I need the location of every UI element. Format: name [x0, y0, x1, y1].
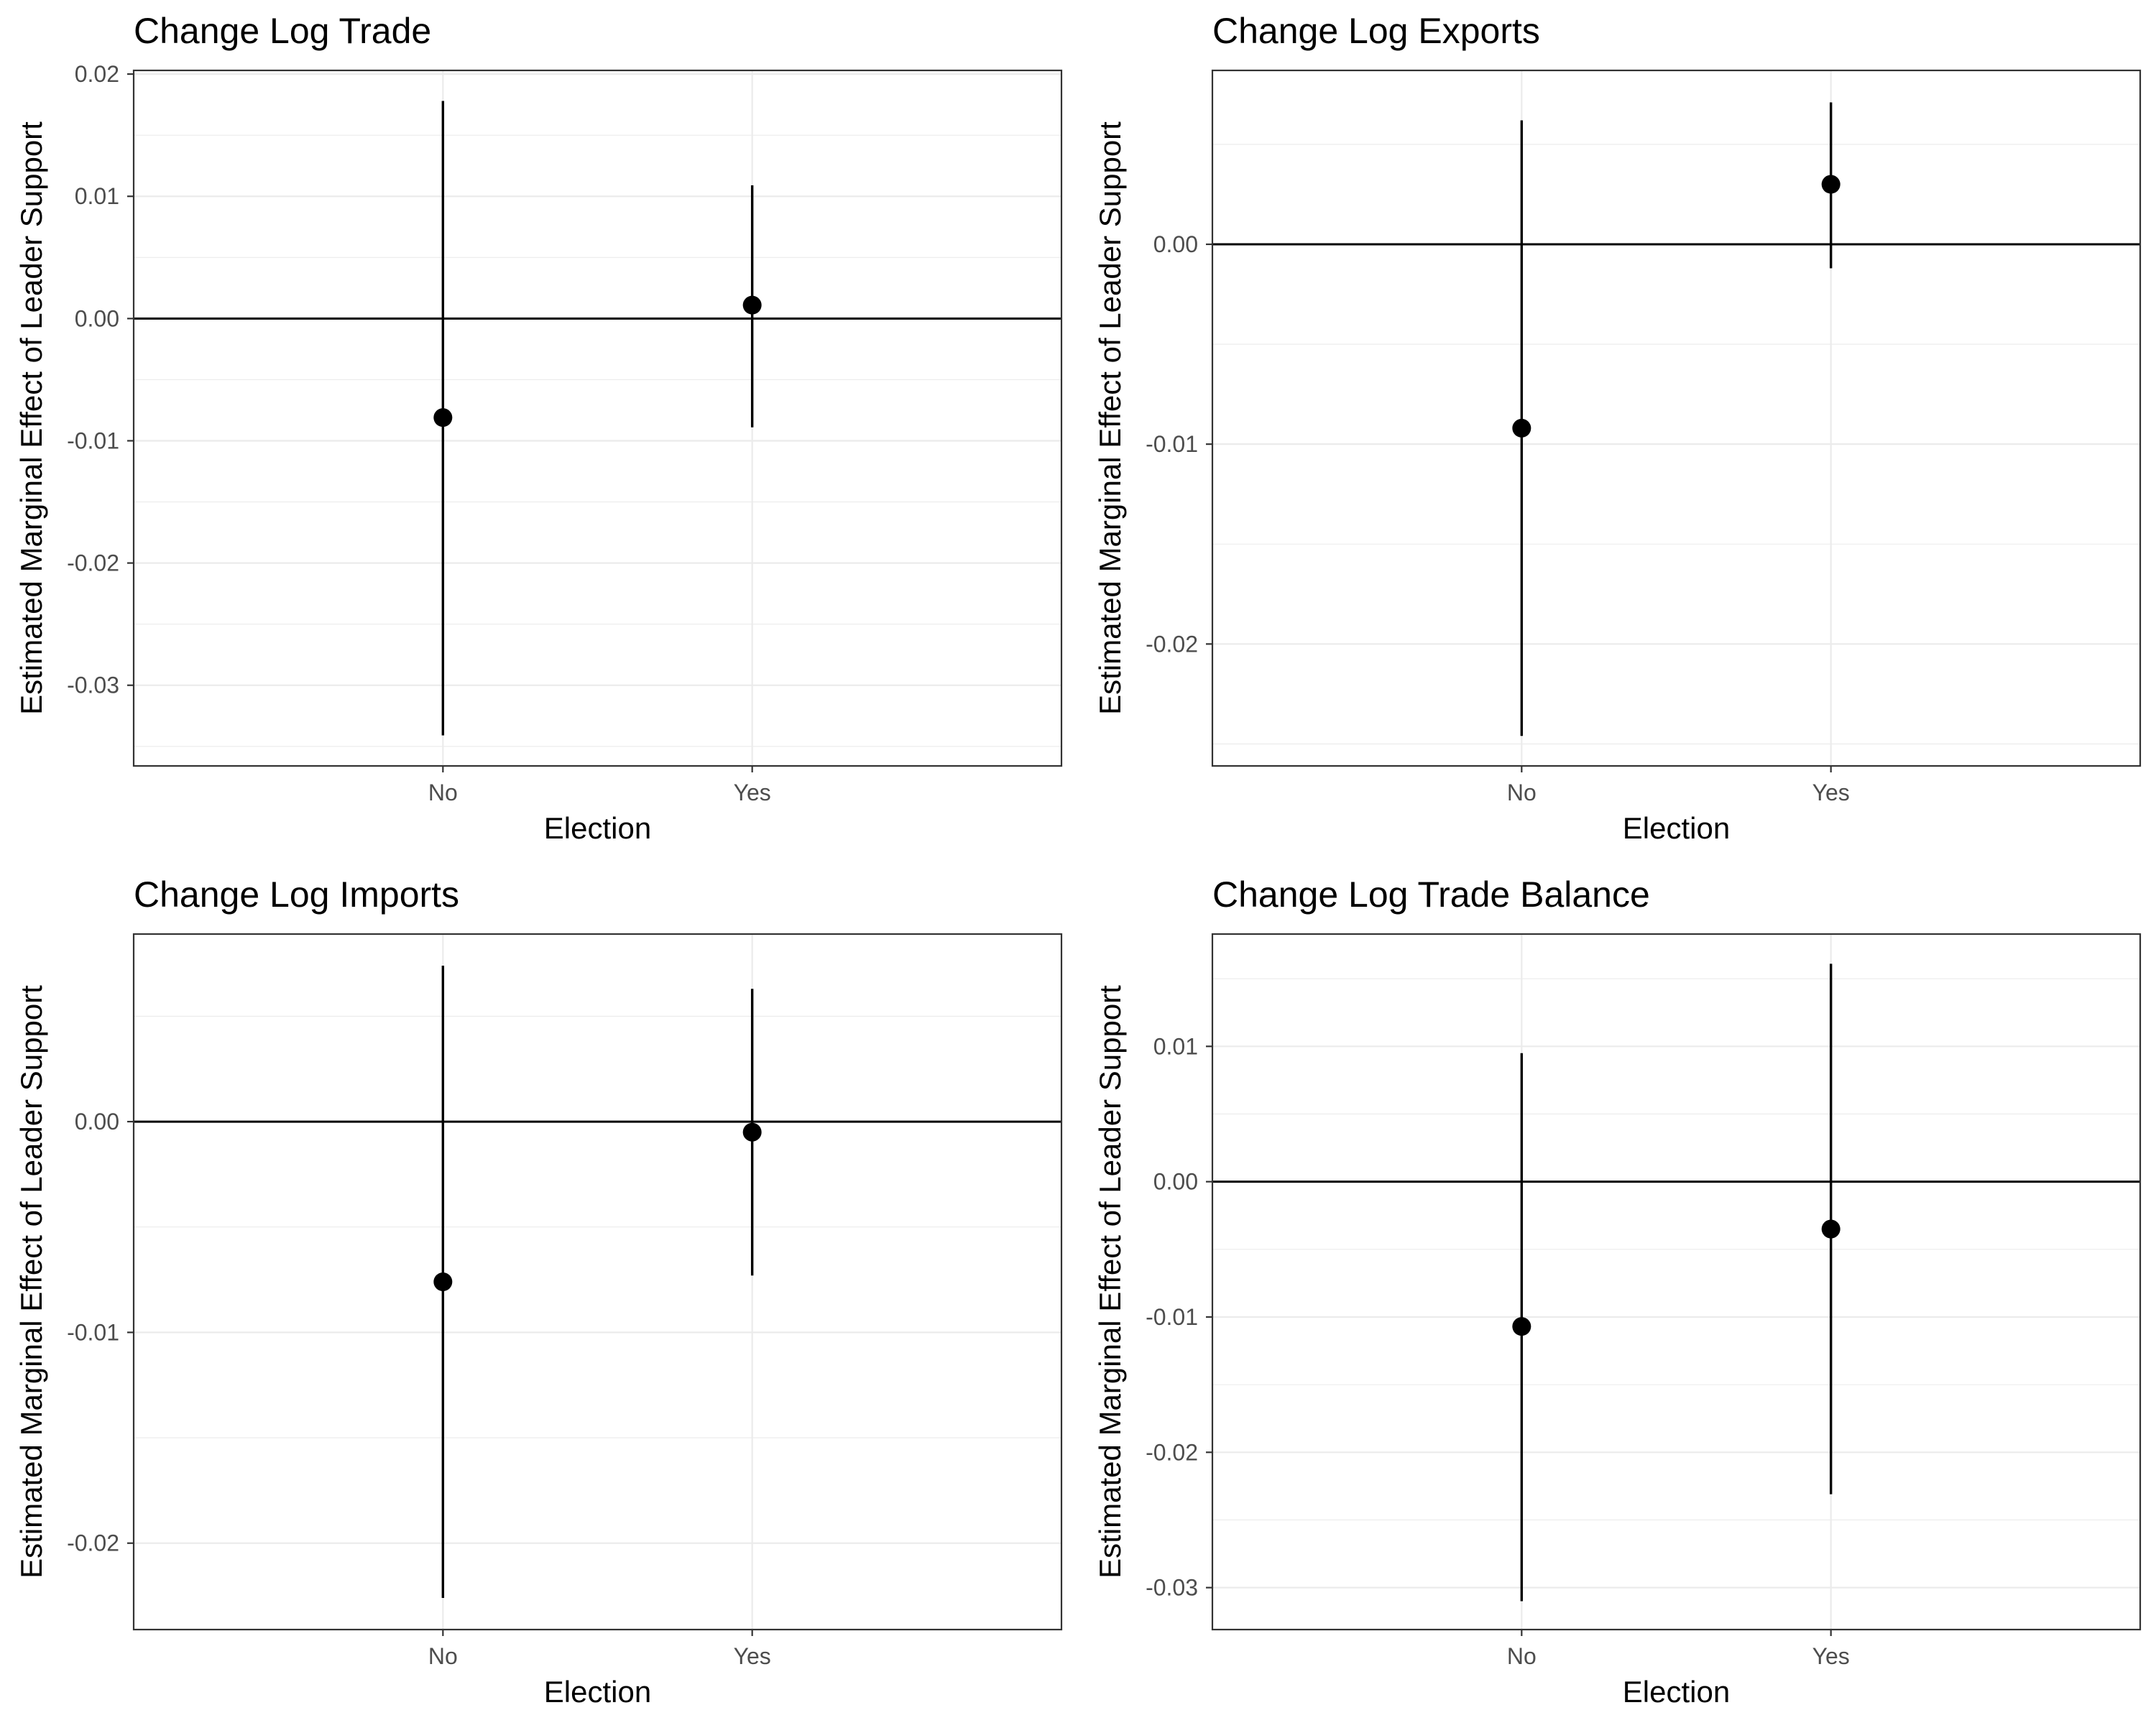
x-tick-label-yes: Yes: [1812, 780, 1850, 805]
y-axis-title: Estimated Marginal Effect of Leader Supp…: [1093, 121, 1127, 715]
panel-frame: [1211, 933, 2142, 1631]
x-tick-label-no: No: [428, 1643, 458, 1669]
y-tick-label: -0.02: [67, 1530, 119, 1556]
panel-3: -0.02 -0.01 0.00 No Yes Election Estimated Mar…: [14, 874, 1063, 1709]
panel-1: -0.03 -0.02 -0.01 0.00 0.01 0.02 No Yes Election…: [14, 11, 1063, 845]
y-axis-title: Estimated Marginal Effect of Leader Supp…: [14, 985, 48, 1579]
y-tick-label: 0.01: [75, 183, 119, 209]
estimate-point-no: [433, 408, 453, 428]
panel-title: Change Log Imports: [134, 874, 459, 915]
y-tick-label: 0.00: [75, 1109, 119, 1135]
y-axis-title: Estimated Marginal Effect of Leader Supp…: [1093, 985, 1127, 1579]
x-tick-label-yes: Yes: [734, 780, 771, 805]
y-tick-label: -0.01: [67, 428, 119, 453]
estimate-point-yes: [1821, 175, 1841, 194]
x-axis-title: Election: [1623, 811, 1730, 845]
panel-4: -0.03 -0.02 -0.01 0.00 0.01 No Yes Election Esti…: [1093, 874, 2142, 1709]
panel-2: -0.02 -0.01 0.00 No Yes Election Estimated Mar…: [1093, 11, 2142, 845]
estimate-point-yes: [742, 295, 762, 315]
x-tick-label-yes: Yes: [734, 1643, 771, 1669]
x-axis-title: Election: [544, 811, 651, 845]
y-tick-label: -0.02: [1146, 1439, 1198, 1465]
panel-frame: [132, 933, 1063, 1631]
x-tick-label-no: No: [1507, 780, 1537, 805]
x-tick-label-no: No: [428, 780, 458, 805]
y-tick-label: -0.01: [1146, 1304, 1198, 1330]
x-axis-title: Election: [1623, 1675, 1730, 1709]
x-tick-label-yes: Yes: [1812, 1643, 1850, 1669]
y-tick-label: -0.03: [1146, 1575, 1198, 1601]
estimate-point-no: [433, 1272, 453, 1291]
y-tick-label: 0.02: [75, 61, 119, 87]
panel-frame: [1211, 69, 2142, 767]
panel-title: Change Log Trade: [134, 11, 431, 51]
y-tick-label: 0.00: [75, 305, 119, 331]
panel-title: Change Log Trade Balance: [1212, 874, 1650, 915]
y-tick-label: 0.00: [1153, 231, 1198, 257]
panel-frame: [132, 69, 1063, 767]
estimate-point-yes: [742, 1122, 762, 1142]
y-tick-label: 0.01: [1153, 1033, 1198, 1059]
x-axis-title: Election: [544, 1675, 651, 1709]
y-tick-label: 0.00: [1153, 1169, 1198, 1195]
y-axis-title: Estimated Marginal Effect of Leader Supp…: [14, 121, 48, 715]
estimate-point-no: [1512, 418, 1531, 438]
y-tick-label: -0.02: [67, 550, 119, 576]
estimate-point-yes: [1821, 1219, 1841, 1239]
x-tick-label-no: No: [1507, 1643, 1537, 1669]
y-tick-label: -0.01: [1146, 431, 1198, 457]
estimate-point-no: [1512, 1317, 1531, 1336]
y-tick-label: -0.01: [67, 1319, 119, 1345]
y-tick-label: -0.02: [1146, 631, 1198, 657]
panel-title: Change Log Exports: [1212, 11, 1540, 51]
y-tick-label: -0.03: [67, 673, 119, 698]
